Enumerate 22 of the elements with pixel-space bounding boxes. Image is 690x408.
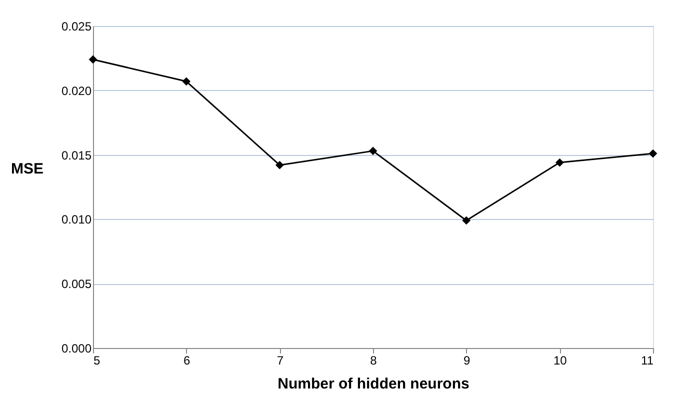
x-tick-label: 9 — [463, 354, 470, 368]
point — [555, 158, 564, 167]
x-tick-label: 5 — [94, 354, 100, 368]
point — [88, 55, 98, 64]
point — [368, 146, 378, 156]
x-tick-label: 7 — [276, 354, 284, 368]
y-tick-label: 0.015 — [61, 148, 92, 162]
x-tick-label: 10 — [553, 354, 568, 368]
y-tick-label: 0.000 — [61, 342, 92, 356]
x-tick-label: 8 — [370, 354, 378, 368]
point — [275, 160, 284, 170]
y-tick-label: 0.025 — [61, 20, 92, 34]
y-tick-label: 0.005 — [61, 277, 92, 292]
point — [182, 77, 191, 86]
x-tick-label: 6 — [183, 354, 190, 368]
y-axis-title: MSE — [10, 160, 44, 178]
y-tick-label: 0.020 — [61, 84, 92, 98]
x-axis-title: Number of hidden neurons — [278, 376, 470, 392]
x-tick-label: 11 — [641, 354, 654, 368]
point — [462, 216, 471, 225]
point — [648, 149, 658, 158]
y-tick-label: 0.010 — [61, 212, 92, 227]
